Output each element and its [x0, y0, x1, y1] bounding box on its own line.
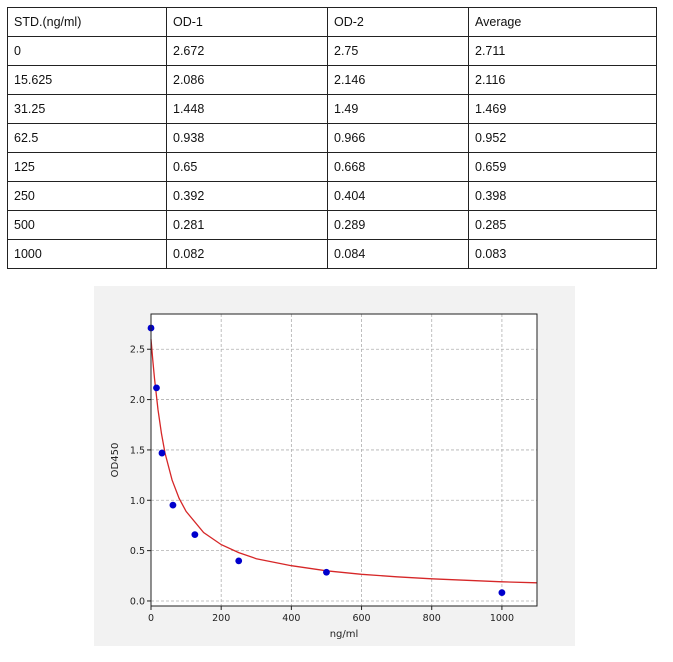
- table-cell: 0.404: [327, 181, 469, 211]
- y-axis-label: OD450: [110, 443, 121, 478]
- table-cell: 0.966: [327, 123, 469, 153]
- table-cell: 0.083: [468, 239, 657, 269]
- table-cell: 250: [7, 181, 167, 211]
- data-point: [158, 449, 166, 457]
- data-point: [498, 589, 506, 597]
- table-cell: 15.625: [7, 65, 167, 95]
- table-row: 125 0.65 0.668 0.659: [7, 152, 657, 182]
- table-cell: 125: [7, 152, 167, 182]
- fitted-curve-line: [150, 339, 538, 584]
- table-cell: 2.086: [166, 65, 328, 95]
- x-tick-label: 200: [212, 613, 230, 624]
- standard-curve-chart: 0 200 400 600 800 1000 0.0 0.5 1.0 1.5 2.0 2.5 ng/m…: [94, 286, 575, 646]
- table-cell: 0.952: [468, 123, 657, 153]
- plot-frame: [150, 313, 538, 607]
- x-tick-label: 400: [282, 613, 300, 624]
- table-cell: 0.289: [327, 210, 469, 240]
- x-axis-label: ng/ml: [330, 629, 359, 640]
- x-tick-label: 600: [352, 613, 370, 624]
- table-cell: 0.659: [468, 152, 657, 182]
- table-cell: 2.672: [166, 36, 328, 66]
- standard-curve-table: STD.(ng/ml) OD-1 OD-2 Average 0 2.672 2.75 2.71…: [7, 7, 657, 269]
- table-cell: OD-1: [166, 7, 328, 37]
- x-tick-label: 0: [148, 613, 154, 624]
- table-row: 250 0.392 0.404 0.398: [7, 181, 657, 211]
- table-cell: 1.469: [468, 94, 657, 124]
- table-row: 0 2.672 2.75 2.711: [7, 36, 657, 66]
- table-cell: 2.146: [327, 65, 469, 95]
- table-cell: 0.285: [468, 210, 657, 240]
- y-tick-label: 0.5: [130, 546, 145, 557]
- y-tick-label: 1.5: [130, 445, 145, 456]
- table-cell: 0.938: [166, 123, 328, 153]
- table-cell: 0: [7, 36, 167, 66]
- x-tick-label: 800: [423, 613, 441, 624]
- table-cell: 0.082: [166, 239, 328, 269]
- table-cell: STD.(ng/ml): [7, 7, 167, 37]
- table-row: 500 0.281 0.289 0.285: [7, 210, 657, 240]
- table-cell: 1000: [7, 239, 167, 269]
- data-point: [235, 557, 243, 565]
- table-cell: 0.65: [166, 152, 328, 182]
- table-cell: 1.49: [327, 94, 469, 124]
- table-cell: 0.668: [327, 152, 469, 182]
- y-tick-label: 0.0: [130, 596, 145, 607]
- table-cell: 0.398: [468, 181, 657, 211]
- table-cell: 2.75: [327, 36, 469, 66]
- table-row: 62.5 0.938 0.966 0.952: [7, 123, 657, 153]
- data-point: [191, 531, 199, 539]
- data-point: [323, 568, 330, 576]
- table-cell: 0.084: [327, 239, 469, 269]
- table-header-row: STD.(ng/ml) OD-1 OD-2 Average: [7, 7, 657, 37]
- table-cell: Average: [468, 7, 657, 37]
- chart-canvas: 0 200 400 600 800 1000 0.0 0.5 1.0 1.5 2.0 2.5 ng/m…: [110, 313, 538, 640]
- plot-area: [151, 314, 537, 606]
- x-tick-label: 1000: [490, 613, 514, 624]
- table-cell: 0.392: [166, 181, 328, 211]
- y-tick-label: 2.0: [130, 395, 145, 406]
- table-row: 15.625 2.086 2.146 2.116: [7, 65, 657, 95]
- table-cell: 500: [7, 210, 167, 240]
- table-row: 31.25 1.448 1.49 1.469: [7, 94, 657, 124]
- y-tick-label: 2.5: [130, 345, 145, 356]
- table-cell: OD-2: [327, 7, 469, 37]
- table-cell: 2.711: [468, 36, 657, 66]
- data-point: [169, 501, 177, 509]
- table-cell: 31.25: [7, 94, 167, 124]
- table-cell: 0.281: [166, 210, 328, 240]
- table-row: 1000 0.082 0.084 0.083: [7, 239, 657, 269]
- table-cell: 2.116: [468, 65, 657, 95]
- y-tick-label: 1.0: [130, 496, 145, 507]
- data-point: [153, 384, 160, 392]
- table-cell: 1.448: [166, 94, 328, 124]
- table-cell: 62.5: [7, 123, 167, 153]
